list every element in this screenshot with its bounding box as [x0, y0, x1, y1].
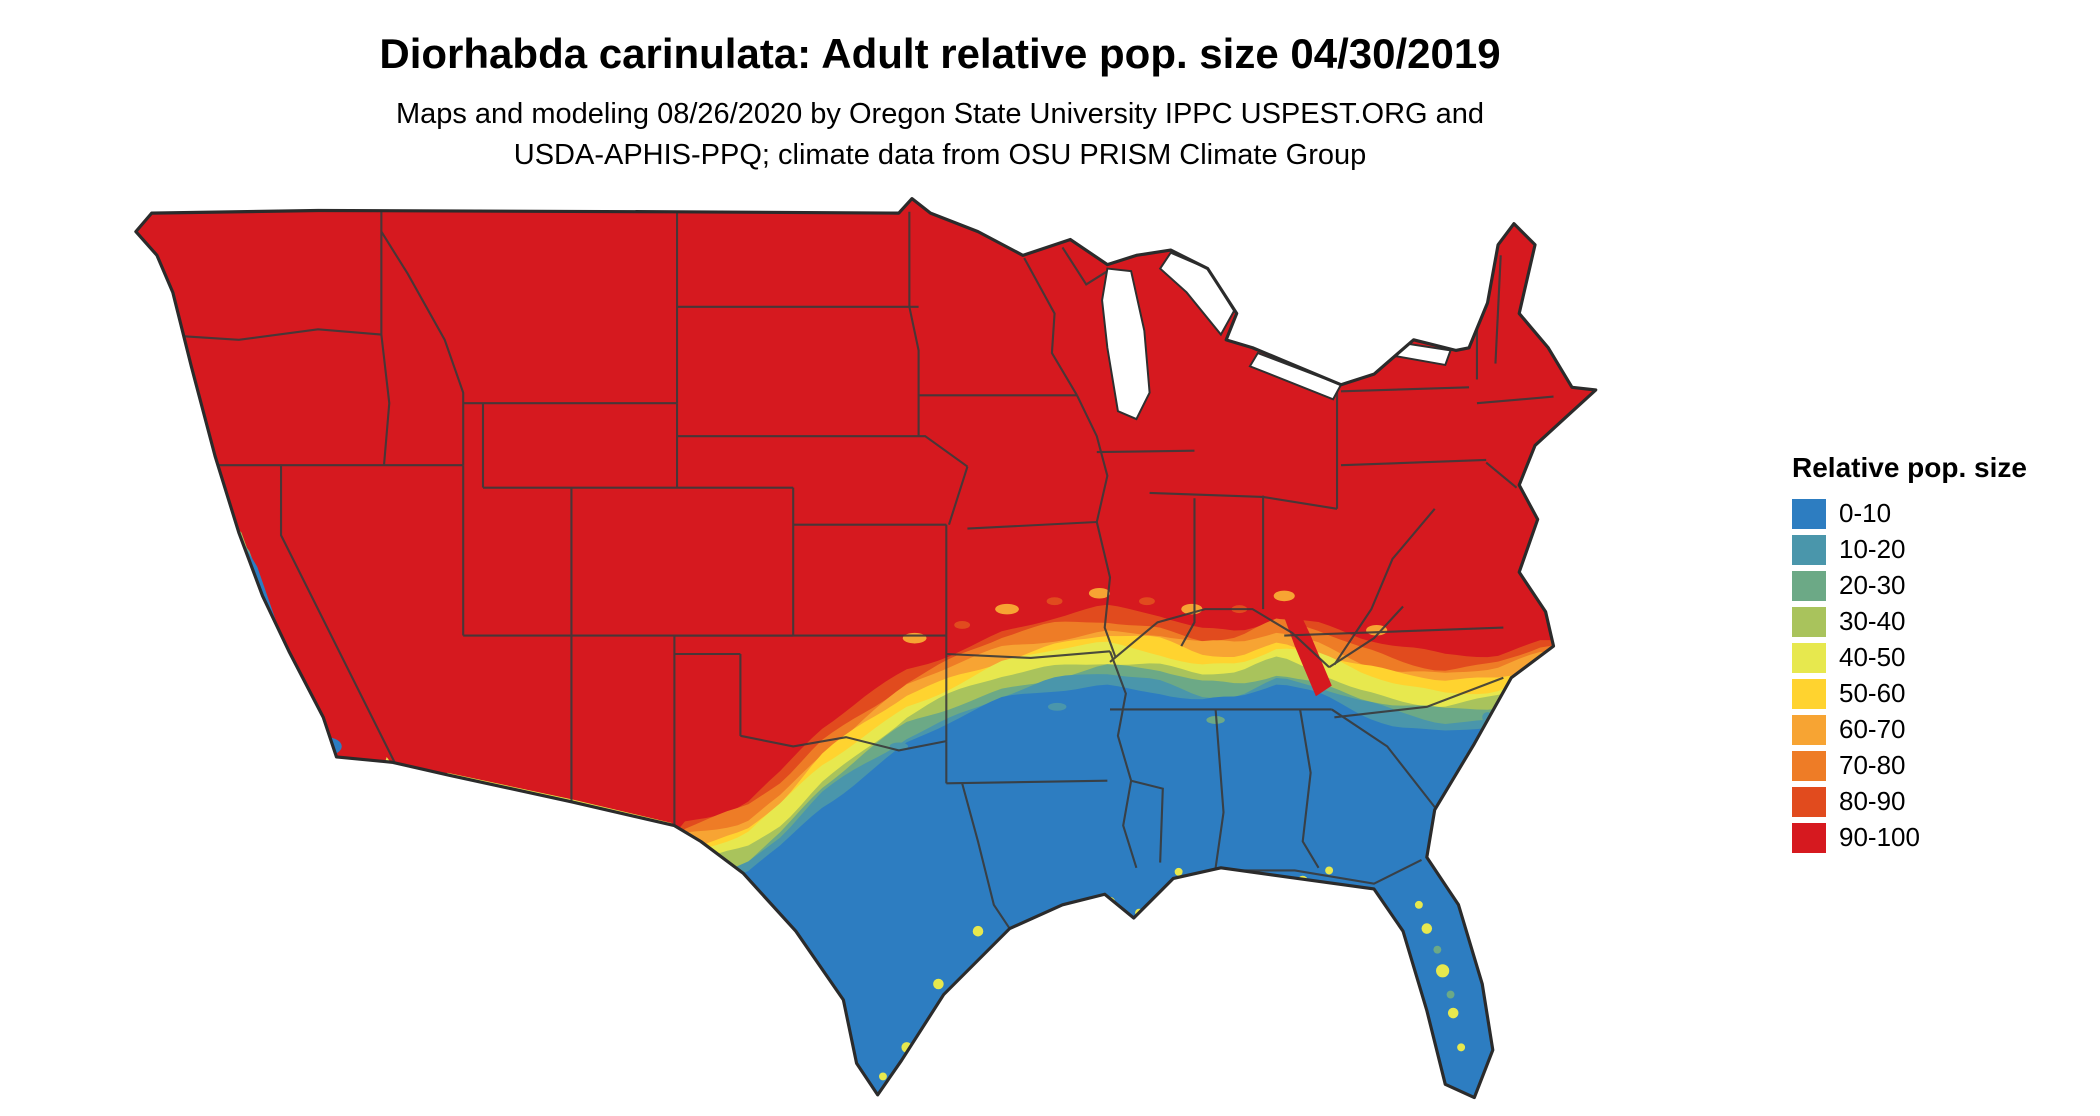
legend-label: 60-70	[1839, 714, 1906, 744]
legend-item-10-20: 10-20	[1792, 534, 2092, 565]
legend-label: 30-40	[1839, 606, 1906, 636]
legend-swatch-70-80	[1792, 750, 1826, 781]
us-map-container	[54, 192, 1770, 1116]
legend-swatch-50-60	[1792, 678, 1826, 709]
legend-item-30-40: 30-40	[1792, 606, 2092, 637]
legend-item-20-30: 20-30	[1792, 570, 2092, 601]
map-state-borders	[156, 211, 1554, 930]
legend-label: 0-10	[1839, 498, 1892, 528]
legend: Relative pop. size 0-10 10-20 20-30 30-40 40…	[1792, 452, 2092, 858]
legend-item-70-80: 70-80	[1792, 750, 2092, 781]
legend-label: 20-30	[1839, 570, 1906, 600]
legend-swatch-30-40	[1792, 606, 1826, 637]
map-title: Diorhabda carinulata: Adult relative pop…	[379, 30, 1501, 77]
legend-swatch-90-100	[1792, 822, 1826, 853]
legend-label: 10-20	[1839, 534, 1906, 564]
map-national-outline	[134, 197, 1598, 1100]
legend-label: 40-50	[1839, 642, 1906, 672]
legend-items: 0-10 10-20 20-30 30-40 40-50 50-60 60-70 70-80 8…	[1792, 498, 2092, 853]
legend-swatch-20-30	[1792, 570, 1826, 601]
legend-item-40-50: 40-50	[1792, 642, 2092, 673]
legend-item-80-90: 80-90	[1792, 786, 2092, 817]
legend-item-60-70: 60-70	[1792, 714, 2092, 745]
legend-label: 50-60	[1839, 678, 1906, 708]
legend-item-0-10: 0-10	[1792, 498, 2092, 529]
legend-swatch-10-20	[1792, 534, 1826, 565]
map-band-90-100	[135, 198, 1596, 1098]
legend-label: 90-100	[1839, 822, 1920, 852]
legend-swatch-0-10	[1792, 498, 1826, 529]
legend-swatch-80-90	[1792, 786, 1826, 817]
map-subtitle-line1: Maps and modeling 08/26/2020 by Oregon S…	[395, 98, 1485, 130]
legend-title: Relative pop. size	[1792, 452, 2027, 483]
legend-label: 80-90	[1839, 786, 1906, 816]
us-map	[134, 197, 1598, 1100]
map-subtitle-line2: USDA-APHIS-PPQ; climate data from OSU PR…	[513, 138, 1367, 171]
legend-swatch-60-70	[1792, 714, 1826, 745]
map-subtitle: Maps and modeling 08/26/2020 by Oregon S…	[0, 94, 1880, 175]
legend-label: 70-80	[1839, 750, 1906, 780]
legend-item-90-100: 90-100	[1792, 822, 2092, 853]
map-header: Diorhabda carinulata: Adult relative pop…	[0, 30, 1880, 175]
legend-item-50-60: 50-60	[1792, 678, 2092, 709]
legend-swatch-40-50	[1792, 642, 1826, 673]
